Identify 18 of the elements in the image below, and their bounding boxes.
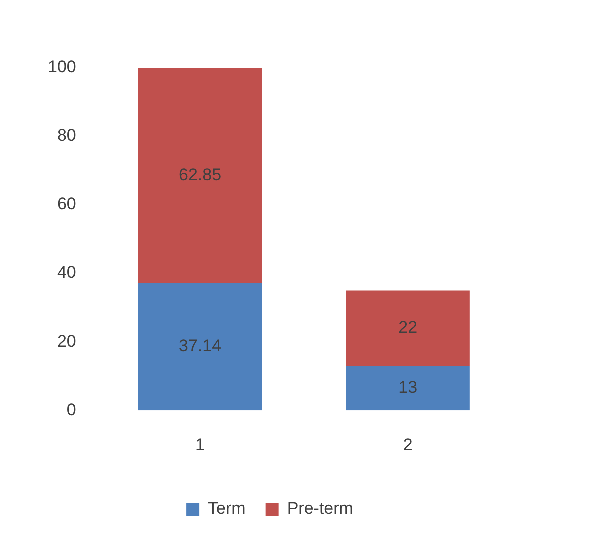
y-tick-label: 0: [66, 400, 76, 420]
bar: [346, 290, 470, 366]
x-tick-label: 2: [403, 435, 413, 454]
data-label: 13: [398, 378, 418, 398]
data-label: 37.14: [179, 336, 222, 356]
y-tick-label: 40: [57, 263, 76, 282]
data-label: 62.85: [179, 165, 222, 184]
bar: [138, 68, 262, 284]
bar: [138, 283, 262, 411]
y-tick-label: 60: [57, 194, 76, 214]
y-tick-label: 100: [48, 58, 76, 77]
legend-label: Term: [208, 499, 246, 518]
bar: [346, 366, 470, 411]
y-tick-label: 80: [57, 126, 76, 146]
x-tick-label: 1: [196, 435, 206, 454]
legend-label: Pre-term: [287, 499, 354, 518]
data-label: 22: [398, 318, 418, 338]
y-tick-label: 20: [57, 332, 76, 351]
